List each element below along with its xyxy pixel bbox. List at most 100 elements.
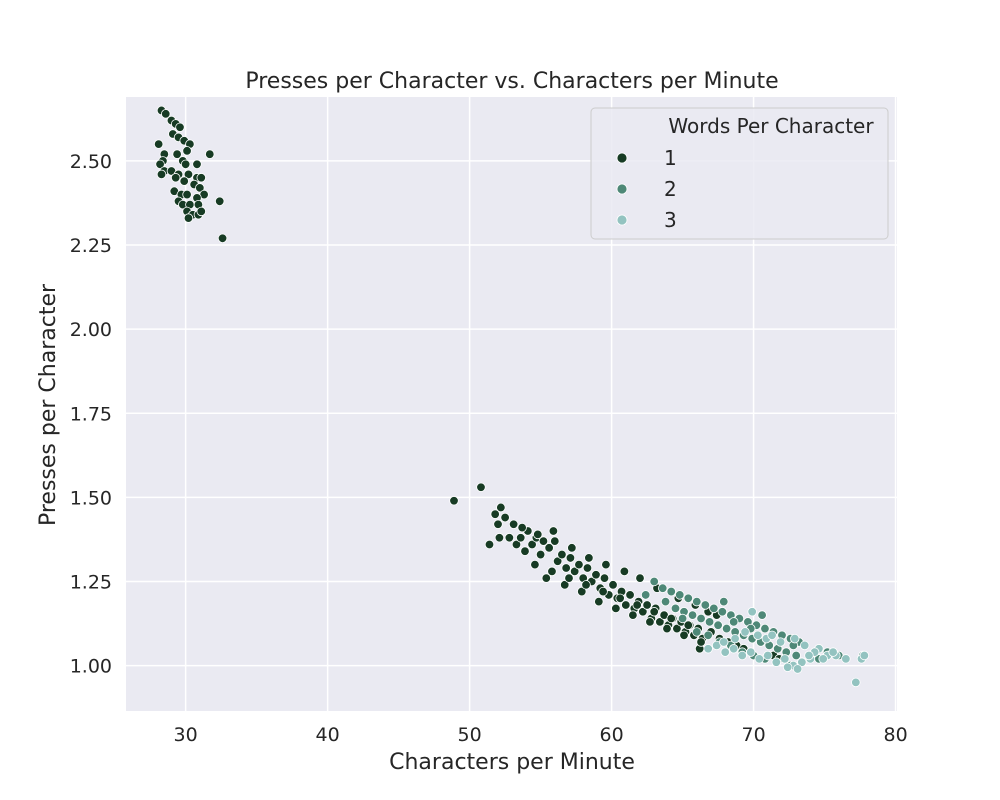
data-point bbox=[649, 607, 659, 617]
data-point bbox=[615, 593, 625, 603]
data-point bbox=[649, 576, 659, 587]
data-point bbox=[645, 617, 655, 627]
x-tick-label: 50 bbox=[458, 724, 482, 746]
data-point bbox=[760, 623, 770, 634]
data-point bbox=[675, 590, 685, 600]
data-point bbox=[703, 630, 713, 641]
data-point bbox=[642, 600, 652, 610]
x-tick-label: 40 bbox=[316, 724, 340, 746]
data-point bbox=[582, 563, 593, 573]
data-point bbox=[700, 600, 711, 610]
data-point bbox=[569, 566, 580, 577]
data-point bbox=[683, 593, 693, 603]
y-tick-label: 1.75 bbox=[70, 403, 112, 425]
data-point bbox=[717, 607, 728, 617]
x-tick-labels: 30 40 50 60 70 80 bbox=[174, 724, 908, 746]
data-point bbox=[156, 169, 167, 180]
data-points bbox=[153, 105, 870, 688]
data-point bbox=[635, 573, 645, 583]
gridlines bbox=[126, 97, 897, 711]
data-point bbox=[196, 206, 206, 217]
y-tick-label: 1.50 bbox=[70, 487, 112, 509]
legend-marker bbox=[616, 214, 628, 226]
data-point bbox=[628, 610, 638, 620]
data-point bbox=[640, 590, 651, 600]
data-point bbox=[183, 213, 194, 223]
data-point bbox=[550, 536, 560, 546]
data-point bbox=[161, 109, 171, 119]
data-point bbox=[527, 539, 537, 550]
y-tick-labels: 1.00 1.25 1.50 1.75 2.00 2.25 2.50 bbox=[70, 151, 112, 678]
data-point bbox=[591, 570, 601, 580]
data-point bbox=[747, 607, 757, 617]
data-point bbox=[757, 610, 767, 620]
data-point bbox=[608, 580, 618, 590]
data-point bbox=[666, 586, 676, 597]
legend-label: 3 bbox=[664, 208, 677, 232]
data-point bbox=[544, 543, 554, 553]
data-point bbox=[565, 553, 576, 563]
data-point bbox=[771, 657, 782, 667]
data-point bbox=[638, 607, 648, 617]
data-point bbox=[183, 169, 194, 180]
data-point bbox=[720, 647, 730, 657]
data-point bbox=[828, 647, 838, 657]
data-point bbox=[511, 539, 522, 550]
data-point bbox=[170, 173, 181, 183]
data-point bbox=[662, 623, 672, 634]
data-point bbox=[841, 654, 851, 664]
data-point bbox=[598, 586, 608, 597]
data-point bbox=[730, 633, 740, 644]
legend-label: 1 bbox=[664, 146, 677, 170]
legend-marker bbox=[616, 183, 628, 195]
data-point bbox=[192, 159, 202, 169]
data-point bbox=[601, 559, 611, 570]
data-point bbox=[625, 590, 635, 600]
x-tick-label: 60 bbox=[600, 724, 624, 746]
data-point bbox=[541, 573, 551, 583]
data-point bbox=[217, 233, 228, 244]
y-tick-label: 1.00 bbox=[70, 656, 112, 678]
data-point bbox=[560, 580, 570, 590]
data-point bbox=[666, 613, 676, 624]
data-point bbox=[767, 630, 777, 641]
data-point bbox=[548, 526, 559, 536]
data-point bbox=[621, 600, 631, 610]
data-point bbox=[740, 627, 750, 637]
data-point bbox=[508, 519, 519, 529]
data-point bbox=[496, 502, 506, 513]
data-point bbox=[594, 596, 604, 607]
data-point bbox=[660, 596, 671, 607]
data-point bbox=[153, 139, 164, 149]
series-1 bbox=[153, 105, 784, 664]
y-tick-label: 1.25 bbox=[70, 571, 112, 593]
data-point bbox=[791, 650, 801, 661]
data-point bbox=[851, 677, 861, 688]
data-point bbox=[530, 559, 540, 570]
data-point bbox=[504, 533, 515, 543]
data-point bbox=[449, 496, 459, 506]
data-point bbox=[484, 539, 495, 550]
x-tick-label: 80 bbox=[883, 724, 907, 746]
y-tick-label: 2.50 bbox=[70, 151, 112, 173]
legend-marker bbox=[616, 152, 628, 164]
legend-box bbox=[590, 107, 889, 240]
data-point bbox=[155, 159, 165, 169]
legend: Words Per Character 1 2 3 bbox=[590, 107, 889, 240]
y-tick-label: 2.00 bbox=[70, 319, 112, 341]
data-point bbox=[859, 650, 870, 661]
data-point bbox=[547, 566, 557, 577]
data-point bbox=[719, 637, 729, 647]
legend-entries: 1 2 3 bbox=[616, 146, 677, 232]
data-point bbox=[574, 559, 584, 570]
data-point bbox=[182, 189, 192, 200]
data-point bbox=[754, 654, 764, 664]
data-point bbox=[517, 522, 527, 533]
data-point bbox=[205, 149, 215, 159]
data-point bbox=[696, 613, 706, 624]
data-point bbox=[780, 654, 790, 664]
data-point bbox=[500, 512, 510, 523]
data-point bbox=[797, 657, 807, 667]
